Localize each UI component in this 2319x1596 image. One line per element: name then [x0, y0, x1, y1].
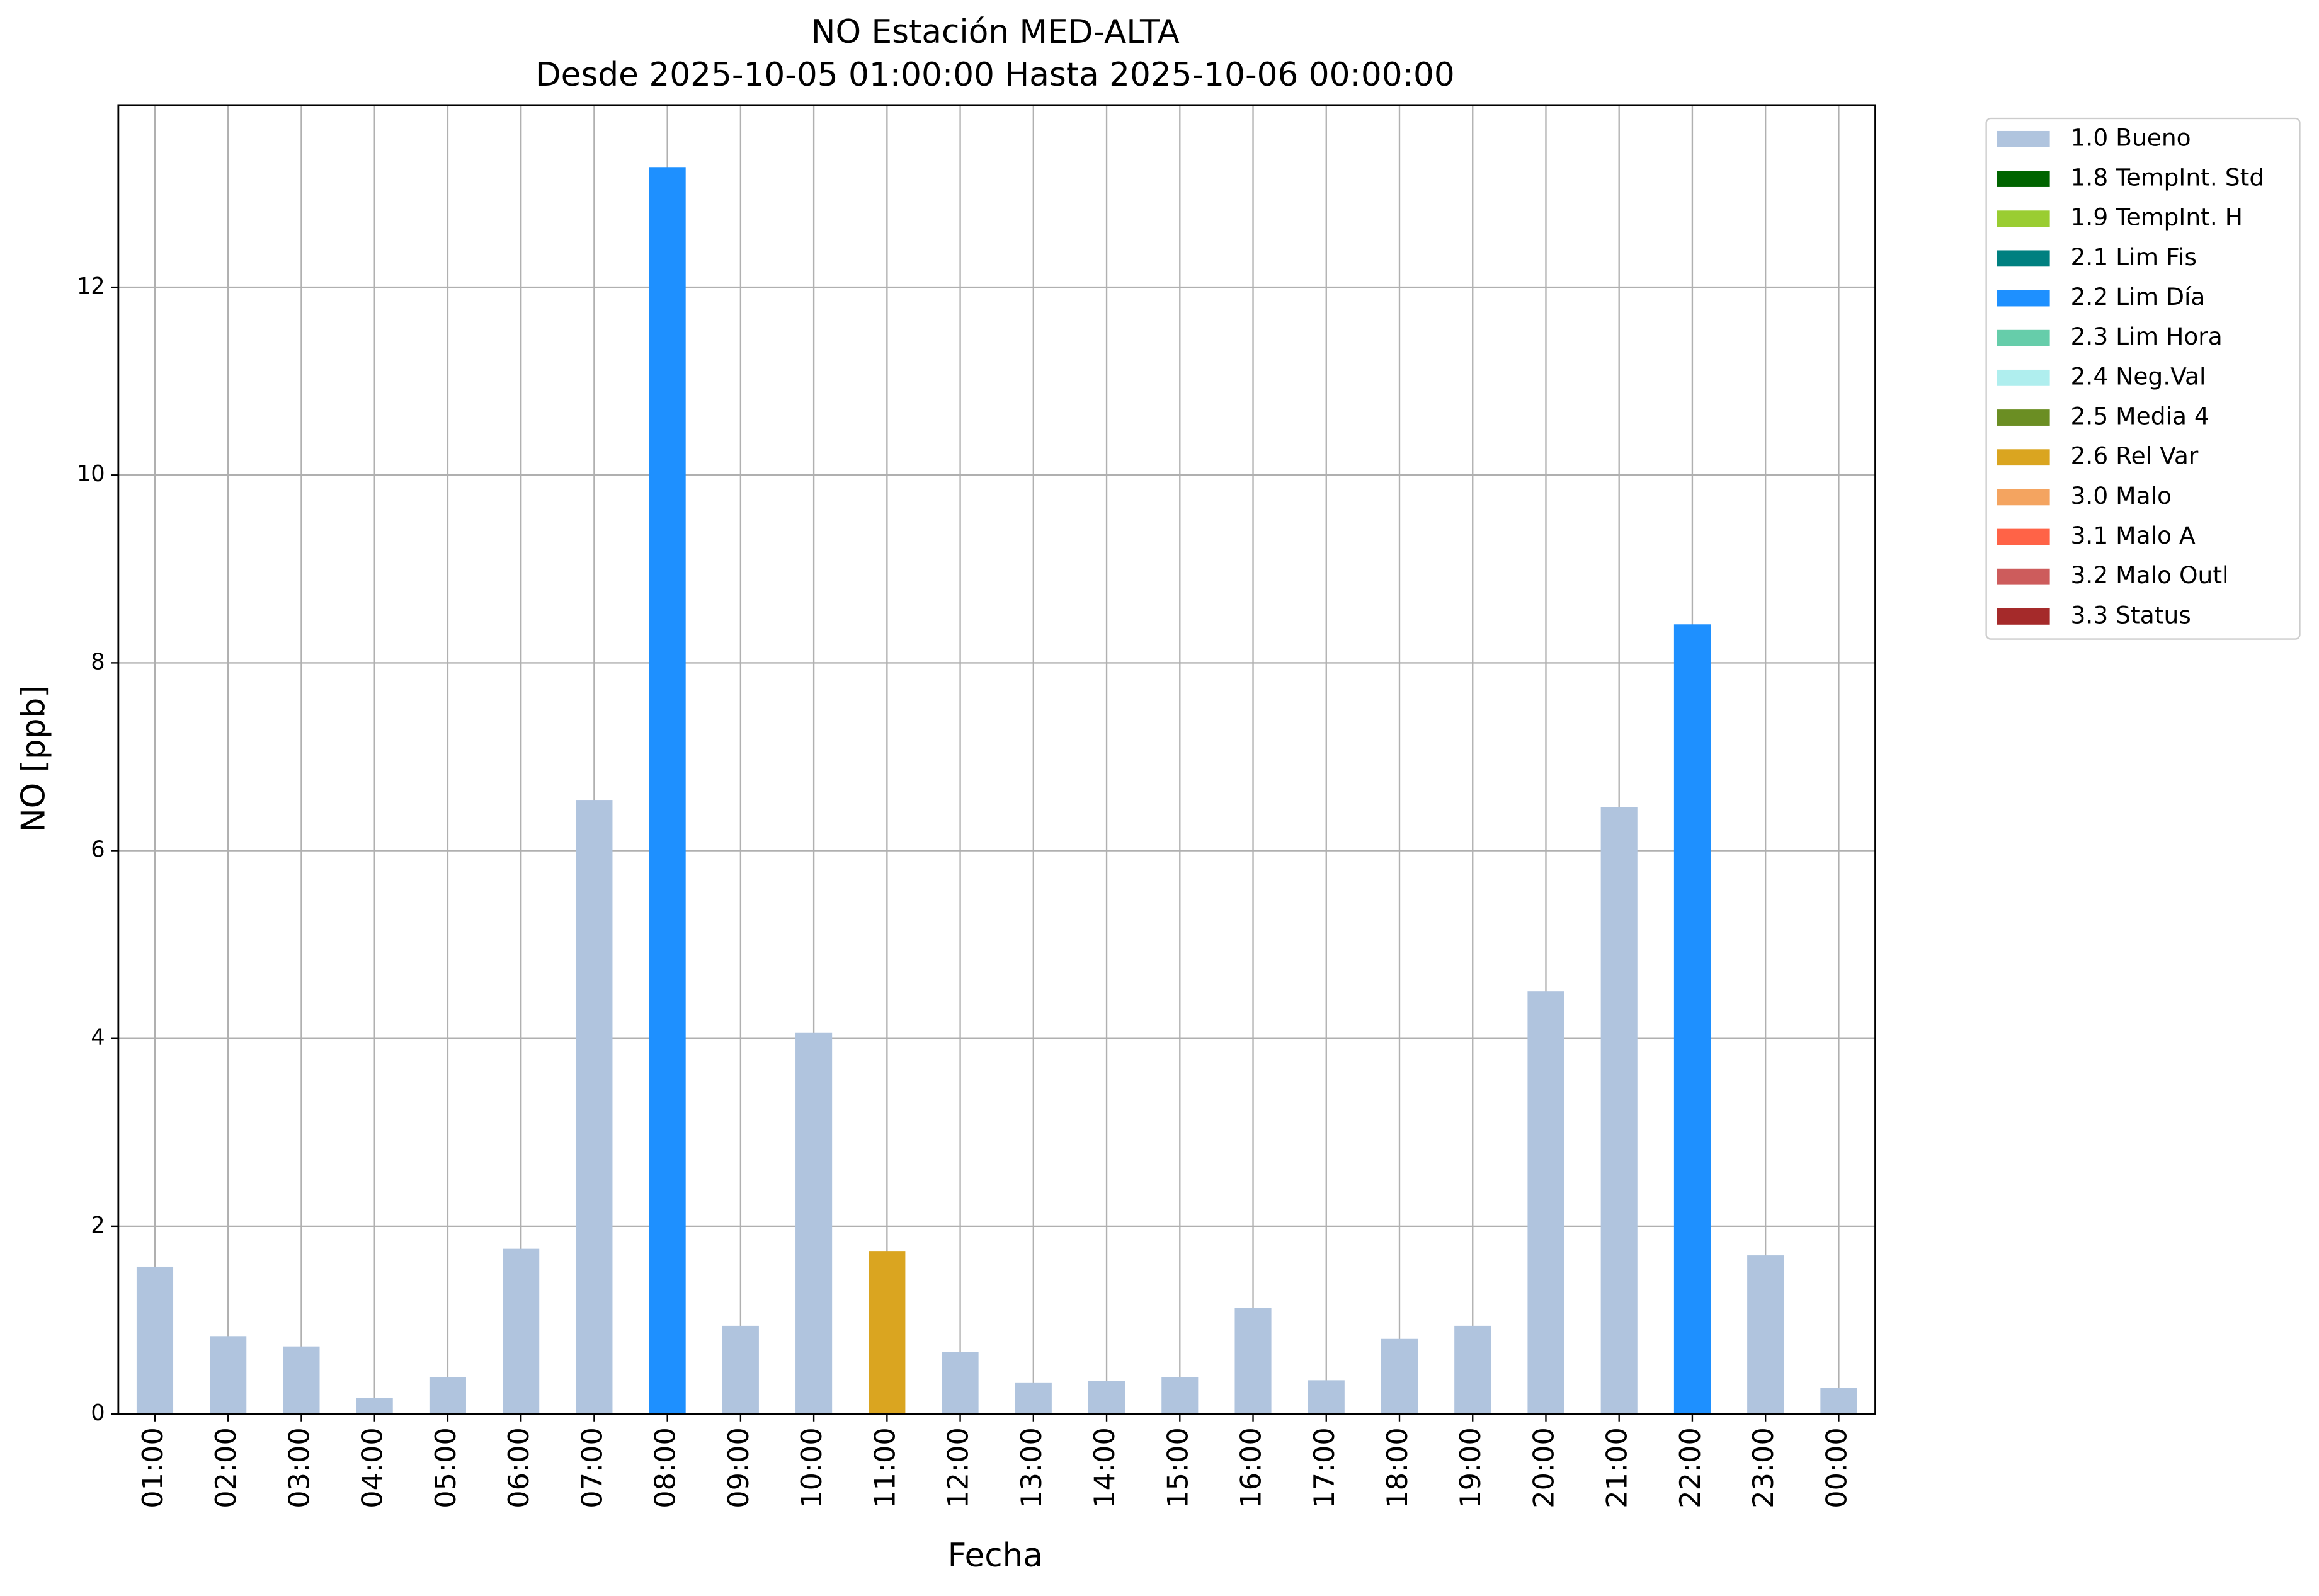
- legend-swatch: [1997, 250, 2050, 267]
- y-tick-label: 0: [91, 1400, 105, 1426]
- bar: [1820, 1388, 1857, 1415]
- y-tick-label: 2: [91, 1212, 105, 1238]
- x-tick-label: 13:00: [1015, 1427, 1048, 1508]
- x-tick-label: 00:00: [1820, 1427, 1853, 1508]
- bar: [1454, 1325, 1491, 1415]
- legend-label: 3.0 Malo: [2071, 482, 2172, 510]
- x-tick-label: 22:00: [1674, 1427, 1707, 1508]
- bar: [429, 1377, 466, 1415]
- x-tick-label: 03:00: [283, 1427, 316, 1508]
- legend-frame: [1985, 117, 2301, 640]
- legend-label: 3.3 Status: [2071, 601, 2191, 629]
- bar: [649, 167, 686, 1415]
- x-tick-label: 20:00: [1527, 1427, 1560, 1508]
- y-tick-label: 4: [91, 1025, 105, 1051]
- bar: [1088, 1381, 1125, 1415]
- bar: [503, 1248, 540, 1415]
- legend-swatch: [1997, 409, 2050, 426]
- x-tick-label: 21:00: [1601, 1427, 1634, 1508]
- plot-frame: [117, 104, 1876, 1415]
- y-axis-label: NO [ppb]: [14, 685, 52, 833]
- legend-swatch: [1997, 130, 2050, 147]
- legend-swatch: [1997, 210, 2050, 227]
- bar: [1381, 1338, 1418, 1415]
- x-axis-label: Fecha: [948, 1537, 1043, 1575]
- y-tick-label: 10: [77, 461, 105, 487]
- legend-label: 2.3 Lim Hora: [2071, 322, 2223, 350]
- bar: [1600, 807, 1638, 1415]
- x-tick-label: 14:00: [1088, 1427, 1121, 1508]
- bar: [136, 1266, 174, 1415]
- x-tick-label: 04:00: [356, 1427, 389, 1508]
- x-tick-label: 09:00: [722, 1427, 755, 1508]
- bar: [1747, 1255, 1784, 1415]
- bar: [1527, 991, 1564, 1415]
- legend-label: 1.8 TempInt. Std: [2071, 164, 2265, 191]
- x-tick-label: 02:00: [210, 1427, 242, 1508]
- y-tick-label: 6: [91, 837, 105, 863]
- bar: [722, 1325, 759, 1415]
- x-tick-label: 06:00: [503, 1427, 535, 1508]
- y-tick-label: 12: [77, 273, 105, 299]
- bar: [795, 1032, 833, 1415]
- x-tick-label: 23:00: [1747, 1427, 1780, 1508]
- legend-label: 2.4 Neg.Val: [2071, 362, 2206, 390]
- x-tick-label: 19:00: [1454, 1427, 1487, 1508]
- chart-title: NO Estación MED-ALTA: [811, 13, 1180, 51]
- bar: [356, 1398, 393, 1415]
- legend-swatch: [1997, 369, 2050, 386]
- x-tick-label: 12:00: [942, 1427, 975, 1508]
- legend-swatch: [1997, 489, 2050, 506]
- x-tick-label: 05:00: [430, 1427, 462, 1508]
- legend-swatch: [1997, 290, 2050, 307]
- x-tick-label: 11:00: [869, 1427, 901, 1508]
- bar: [576, 800, 613, 1415]
- x-tick-label: 16:00: [1235, 1427, 1268, 1508]
- bar: [1308, 1380, 1345, 1415]
- legend-swatch: [1997, 528, 2050, 545]
- x-tick-label: 15:00: [1161, 1427, 1194, 1508]
- legend-swatch: [1997, 449, 2050, 466]
- legend-label: 2.1 Lim Fis: [2071, 243, 2197, 271]
- legend-label: 3.2 Malo Outl: [2071, 561, 2229, 589]
- x-tick-label: 10:00: [795, 1427, 828, 1508]
- x-tick-label: 18:00: [1381, 1427, 1414, 1508]
- bar: [942, 1352, 979, 1415]
- y-tick-label: 8: [91, 649, 105, 675]
- bar: [1673, 624, 1711, 1415]
- legend-label: 1.9 TempInt. H: [2071, 203, 2243, 231]
- bar: [1015, 1382, 1052, 1415]
- legend-label: 1.0 Bueno: [2071, 123, 2191, 151]
- x-tick-label: 01:00: [137, 1427, 169, 1508]
- legend-swatch: [1997, 608, 2050, 625]
- legend-label: 2.5 Media 4: [2071, 402, 2209, 430]
- x-tick-label: 17:00: [1308, 1427, 1341, 1508]
- bar: [1161, 1377, 1199, 1415]
- legend-swatch: [1997, 568, 2050, 585]
- chart-subtitle: Desde 2025-10-05 01:00:00 Hasta 2025-10-…: [536, 56, 1455, 94]
- bar: [210, 1336, 247, 1415]
- legend-label: 3.1 Malo A: [2071, 522, 2196, 549]
- legend-swatch: [1997, 329, 2050, 346]
- x-tick-label: 08:00: [649, 1427, 682, 1508]
- legend-swatch: [1997, 171, 2050, 187]
- bar: [283, 1346, 320, 1415]
- x-tick-label: 07:00: [576, 1427, 608, 1508]
- legend-label: 2.6 Rel Var: [2071, 442, 2199, 470]
- legend-label: 2.2 Lim Día: [2071, 283, 2206, 311]
- bar: [1234, 1308, 1272, 1415]
- bar: [869, 1251, 906, 1415]
